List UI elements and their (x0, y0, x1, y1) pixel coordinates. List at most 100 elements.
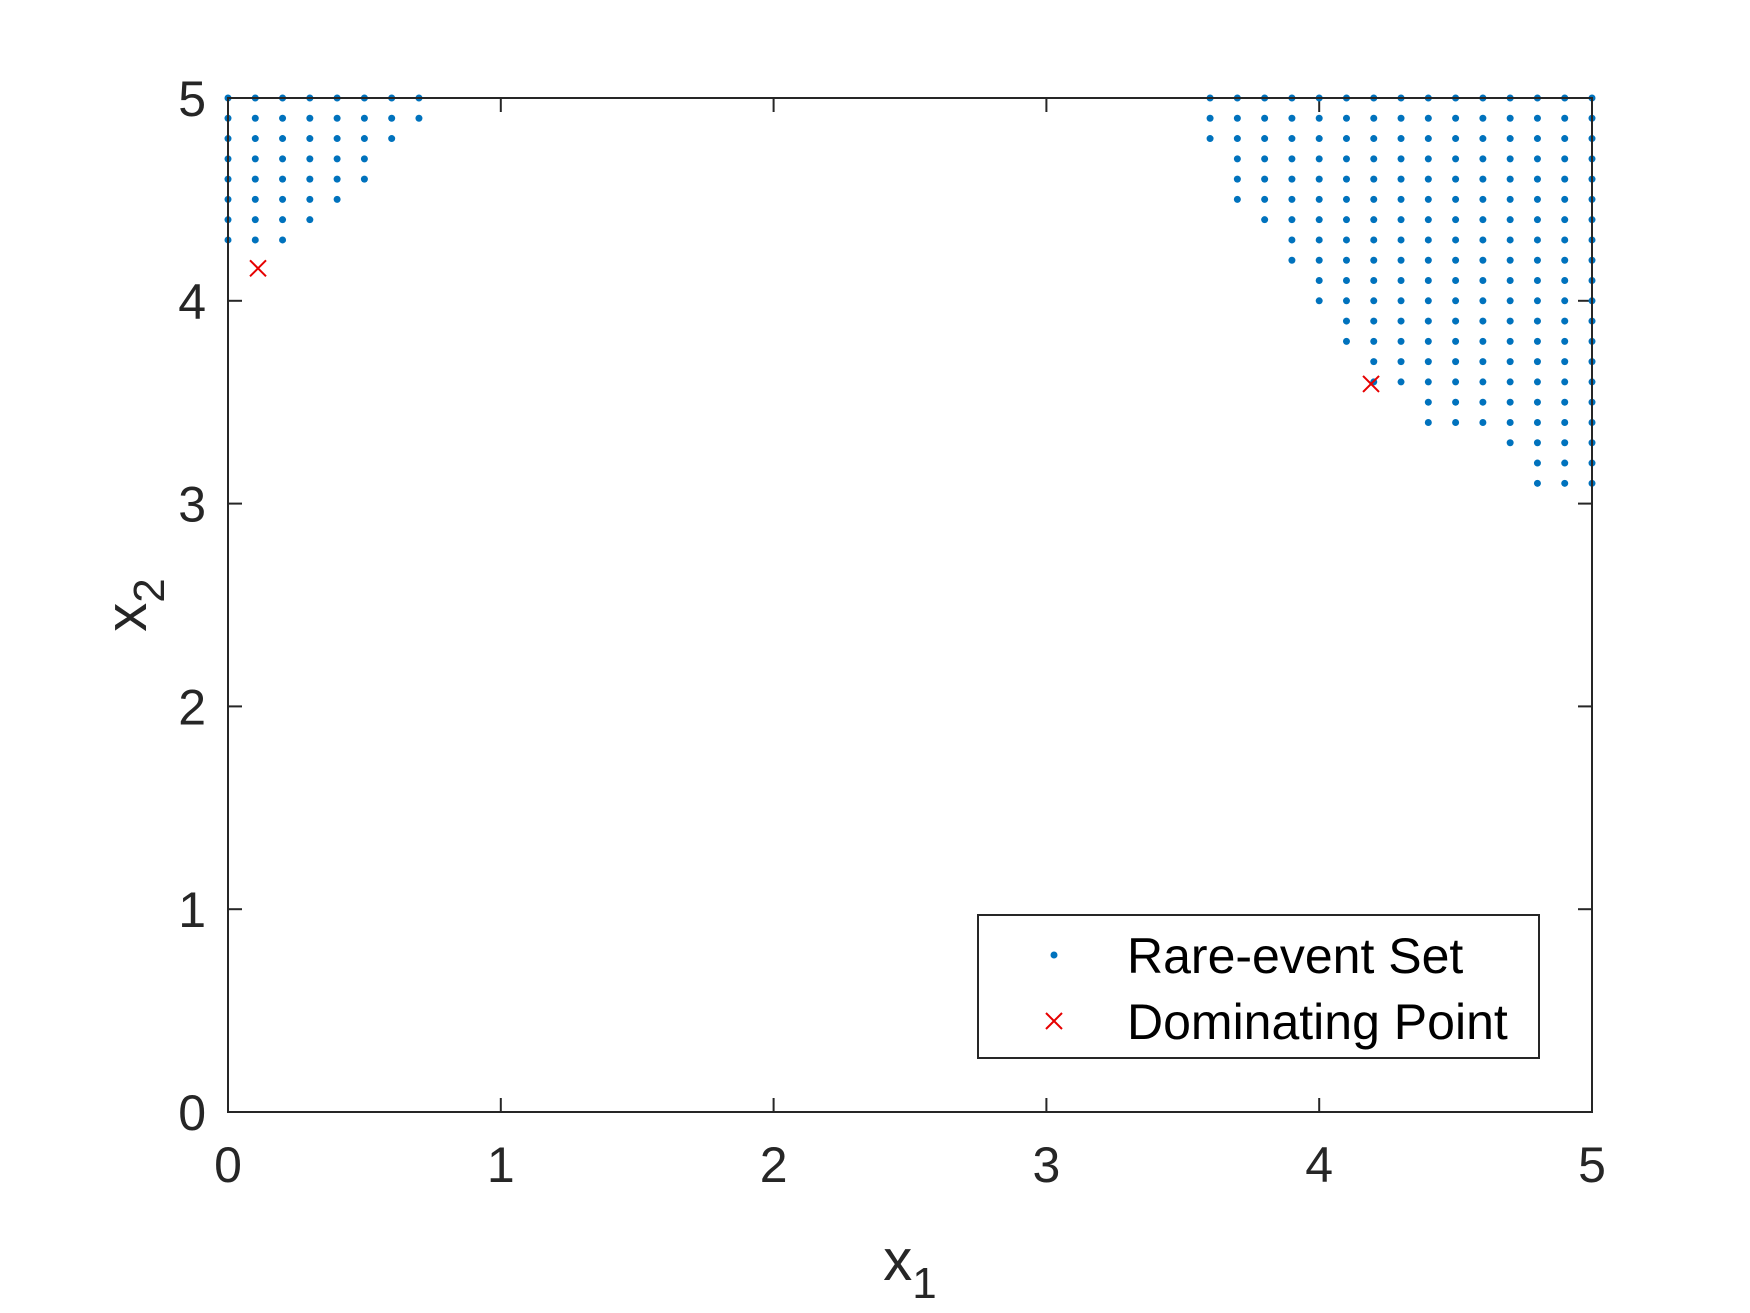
x-axis-label: x1 (883, 1228, 936, 1308)
rare-event-point (1452, 398, 1460, 406)
rare-event-point (1561, 317, 1569, 325)
rare-event-point (1533, 114, 1541, 122)
rare-event-point (1370, 216, 1378, 224)
rare-event-point (1288, 155, 1296, 163)
rare-event-point (1424, 277, 1432, 285)
rare-event-point (1342, 216, 1350, 224)
rare-event-point (1479, 398, 1487, 406)
rare-event-point (1315, 236, 1323, 244)
rare-event-point (1397, 358, 1405, 366)
rare-event-point (1288, 135, 1296, 143)
rare-event-point (1452, 277, 1460, 285)
rare-event-point (1233, 155, 1241, 163)
rare-event-point (279, 236, 287, 244)
dominating-point (1362, 375, 1380, 393)
x-tick-label: 2 (760, 1137, 788, 1193)
rare-event-point (1288, 256, 1296, 264)
rare-event-point (1424, 398, 1432, 406)
rare-event-point (1342, 317, 1350, 325)
rare-event-point (1261, 195, 1269, 203)
rare-event-point (1533, 459, 1541, 467)
rare-event-point (1452, 378, 1460, 386)
rare-event-point (1452, 418, 1460, 426)
rare-event-point (1452, 337, 1460, 345)
rare-event-point (1233, 195, 1241, 203)
rare-event-point (1452, 195, 1460, 203)
rare-event-point (1315, 297, 1323, 305)
rare-event-point (1424, 155, 1432, 163)
rare-event-point (279, 114, 287, 122)
rare-event-point (1424, 236, 1432, 244)
rare-event-point (1506, 398, 1514, 406)
rare-event-point (1452, 216, 1460, 224)
rare-event-point (1479, 277, 1487, 285)
rare-event-point (333, 135, 341, 143)
rare-event-point (1506, 236, 1514, 244)
x-tick-label: 5 (1578, 1137, 1606, 1193)
rare-event-point (1342, 195, 1350, 203)
rare-event-point (1479, 175, 1487, 183)
legend: Rare-event Set Dominating Point (977, 914, 1540, 1059)
legend-rare-event-label: Rare-event Set (1127, 928, 1463, 984)
rare-event-point (1506, 256, 1514, 264)
rare-event-point (1424, 337, 1432, 345)
rare-event-point (1479, 418, 1487, 426)
rare-event-point (1561, 195, 1569, 203)
rare-event-point (1533, 378, 1541, 386)
rare-event-point (1479, 135, 1487, 143)
rare-event-point (1315, 216, 1323, 224)
rare-event-point (1452, 175, 1460, 183)
rare-event-point (1342, 155, 1350, 163)
rare-event-point (251, 155, 259, 163)
rare-event-point (1315, 195, 1323, 203)
rare-event-point (1533, 418, 1541, 426)
rare-event-point (1533, 317, 1541, 325)
rare-event-point (1397, 155, 1405, 163)
rare-event-point (1561, 418, 1569, 426)
rare-event-point (1315, 114, 1323, 122)
rare-event-point (1533, 297, 1541, 305)
rare-event-point (1261, 155, 1269, 163)
rare-event-point (1479, 378, 1487, 386)
rare-event-point (1452, 297, 1460, 305)
rare-event-point (1424, 135, 1432, 143)
rare-event-point (1233, 175, 1241, 183)
rare-event-point (1424, 317, 1432, 325)
rare-event-point (1370, 135, 1378, 143)
axes-box (227, 97, 1593, 1113)
rare-event-point (1506, 155, 1514, 163)
rare-event-point (333, 155, 341, 163)
rare-event-point (1506, 439, 1514, 447)
rare-event-point (360, 135, 368, 143)
rare-event-point (1370, 337, 1378, 345)
rare-event-point (1506, 135, 1514, 143)
rare-event-point (1397, 195, 1405, 203)
rare-event-point (360, 155, 368, 163)
rare-event-point (1397, 236, 1405, 244)
rare-event-point (1288, 175, 1296, 183)
legend-dominating-label: Dominating Point (1127, 994, 1508, 1050)
rare-event-point (1342, 337, 1350, 345)
rare-event-point (1561, 216, 1569, 224)
y-tick-label: 4 (178, 274, 206, 330)
rare-event-point (1397, 297, 1405, 305)
rare-event-point (1506, 337, 1514, 345)
rare-event-point (1533, 175, 1541, 183)
rare-event-point (1533, 195, 1541, 203)
rare-event-point (1261, 135, 1269, 143)
rare-event-point (1506, 378, 1514, 386)
y-tick-label: 1 (178, 882, 206, 938)
rare-event-point (1452, 256, 1460, 264)
rare-event-point (1506, 175, 1514, 183)
rare-event-point (1397, 216, 1405, 224)
rare-event-point (1424, 216, 1432, 224)
rare-event-point (1506, 216, 1514, 224)
rare-event-point (306, 175, 314, 183)
rare-event-point (1452, 358, 1460, 366)
rare-event-point (1479, 195, 1487, 203)
rare-event-point (1561, 398, 1569, 406)
rare-event-point (1561, 155, 1569, 163)
rare-event-point (1479, 256, 1487, 264)
rare-event-point (251, 236, 259, 244)
rare-event-point (1233, 114, 1241, 122)
